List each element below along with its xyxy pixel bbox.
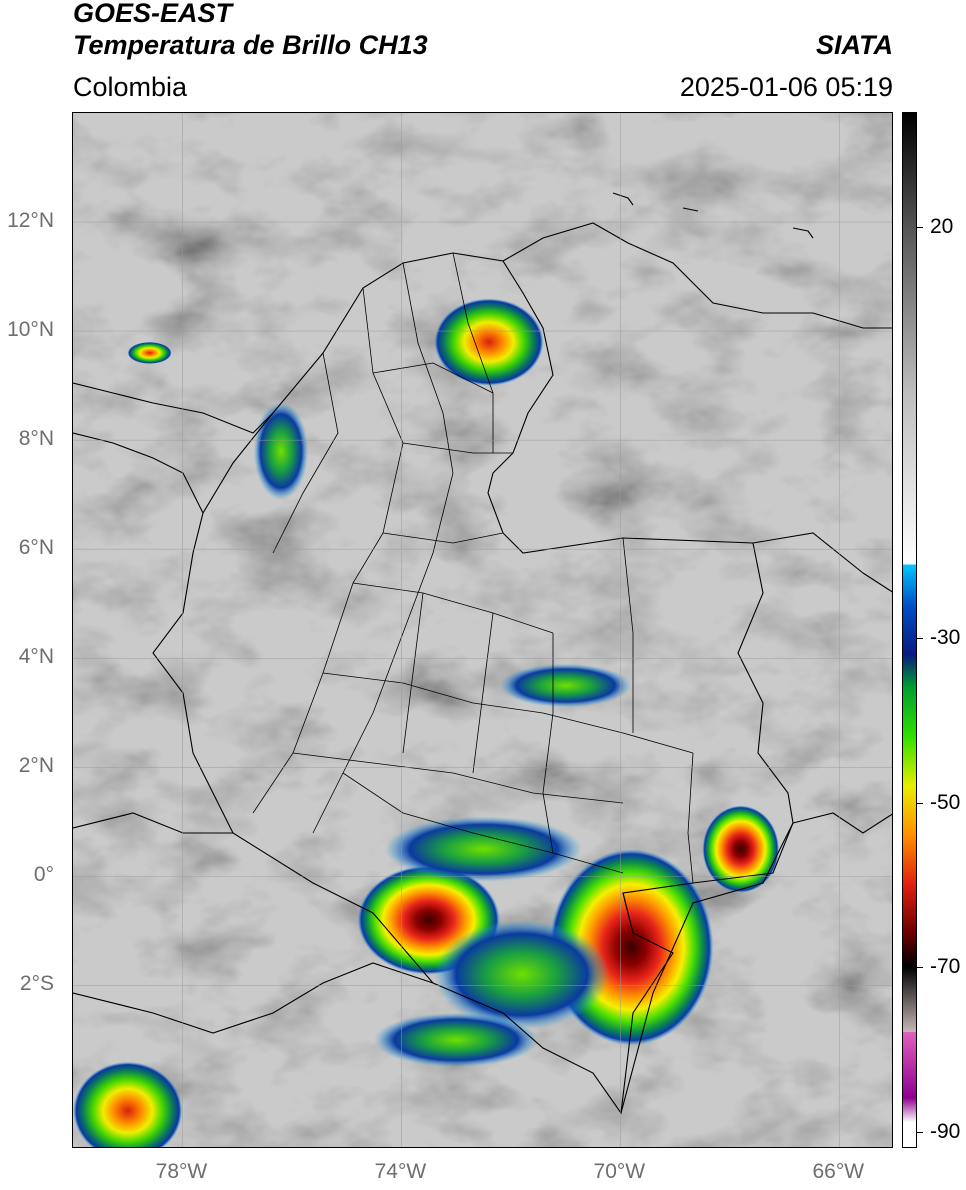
convective-cell (374, 1012, 539, 1068)
lat-tick-label: 0° (33, 863, 54, 887)
ecuador-border (73, 812, 233, 834)
convective-cell (434, 298, 544, 386)
organization-label: SIATA (816, 30, 893, 60)
convective-cell (434, 919, 610, 1030)
map-canvas (73, 113, 892, 1147)
convective-cell (384, 816, 583, 882)
department-boundaries (252, 252, 694, 884)
lat-tick-label: 2°S (19, 972, 54, 996)
colorbar (902, 112, 917, 1148)
lat-tick-label: 12°N (7, 209, 54, 233)
timestamp-label: 2025-01-06 05:19 (679, 72, 893, 102)
lon-tick-label: 66°W (812, 1160, 865, 1183)
political-borders (73, 192, 892, 1115)
colombia-border (152, 252, 794, 1115)
venezuela-coast (502, 222, 892, 329)
colorbar-tick-label: 20 (930, 215, 954, 239)
lat-tick-label: 2°N (18, 754, 54, 778)
peru-border (73, 962, 434, 1034)
lon-tick-label: 74°W (374, 1160, 427, 1183)
panama-coast (73, 382, 274, 434)
lat-tick-label: 4°N (18, 645, 54, 669)
convective-cell (702, 805, 780, 893)
islands (612, 192, 814, 239)
colorbar-tick-label: -90 (930, 1119, 961, 1143)
convective-cell (499, 663, 632, 708)
lat-tick-label: 8°N (18, 427, 54, 451)
satellite-map[interactable] (72, 112, 893, 1148)
colorbar-tick (917, 967, 923, 969)
lon-tick-label: 70°W (593, 1160, 646, 1183)
convective-cell (253, 401, 309, 501)
colorbar-tick (917, 227, 923, 229)
lat-tick-label: 6°N (18, 536, 54, 560)
colorbar-tick-label: -70 (930, 955, 961, 979)
colorbar-tick (917, 638, 923, 640)
colorbar-tick-label: -30 (930, 626, 961, 650)
colorbar-tick-label: -50 (930, 790, 961, 814)
brazil-border (620, 822, 794, 1114)
panama-coast-south (73, 432, 204, 514)
lat-tick-label: 10°N (7, 318, 54, 342)
satellite-name: GOES-EAST (73, 0, 233, 28)
convective-cell (73, 1061, 183, 1147)
colorbar-tick (917, 802, 923, 804)
lon-tick-label: 78°W (155, 1160, 208, 1183)
region-label: Colombia (73, 72, 188, 102)
colorbar-tick (917, 1131, 923, 1133)
venezuela-border-south (752, 532, 864, 574)
guyana-coast (792, 572, 892, 834)
convective-cell (127, 342, 172, 364)
product-title: Temperatura de Brillo CH13 (73, 30, 428, 60)
gridlines (73, 113, 892, 1147)
